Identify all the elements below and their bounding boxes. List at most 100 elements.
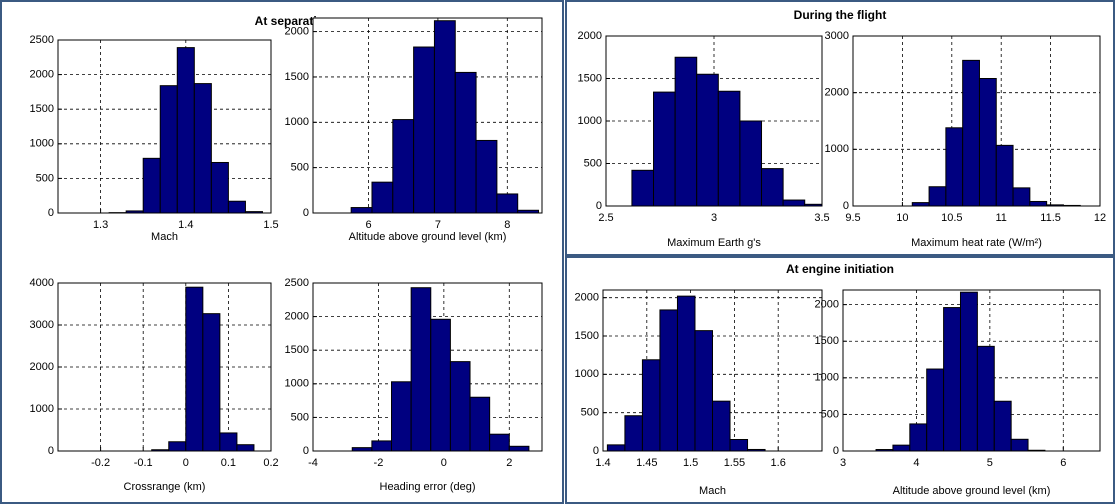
bar — [413, 46, 435, 214]
bar — [926, 368, 945, 452]
bar — [717, 90, 741, 207]
bar — [430, 318, 451, 452]
bar — [739, 120, 763, 207]
bar — [176, 47, 195, 214]
panel-title: At separation — [255, 14, 332, 28]
y-tick-label: 0 — [303, 207, 309, 219]
bar — [659, 309, 678, 452]
bar — [712, 400, 731, 452]
x-tick-label: 3 — [711, 212, 717, 224]
y-tick-label: 500 — [821, 408, 839, 420]
bar — [351, 447, 373, 452]
x-tick-label: 6 — [1060, 457, 1066, 469]
bar — [729, 439, 749, 452]
y-tick-label: 1000 — [30, 138, 54, 150]
y-tick-label: 1500 — [285, 71, 309, 83]
x-tick-label: 0 — [441, 457, 447, 469]
x-tick-label: 11.5 — [1040, 212, 1061, 224]
bar — [185, 286, 204, 452]
bar — [219, 432, 238, 452]
bar — [1010, 438, 1029, 452]
bar — [210, 161, 229, 214]
x-tick-label: 2.5 — [598, 212, 613, 224]
bar — [410, 287, 432, 452]
bar — [928, 186, 947, 207]
x-tick-label: 4 — [913, 457, 919, 469]
x-tick-label: 5 — [987, 457, 993, 469]
y-tick-label: 1000 — [815, 372, 839, 384]
bar — [350, 207, 373, 214]
y-tick-label: 1000 — [825, 143, 849, 155]
y-tick-label: 0 — [303, 445, 309, 457]
bar — [606, 444, 626, 452]
y-tick-label: 2000 — [285, 311, 309, 323]
x-tick-label: 1.4 — [595, 457, 610, 469]
y-tick-label: 0 — [843, 200, 849, 212]
y-tick-label: 2000 — [578, 30, 602, 42]
x-tick-label: 0.2 — [263, 457, 278, 469]
axes-frame — [842, 289, 1101, 452]
bar — [978, 78, 997, 207]
y-tick-label: 1000 — [30, 403, 54, 415]
bar — [911, 202, 930, 207]
axes-frame — [852, 35, 1101, 207]
bar — [959, 291, 978, 452]
x-tick-label: 8 — [504, 219, 510, 231]
y-tick-label: 2000 — [285, 26, 309, 38]
x-tick-label: 7 — [435, 219, 441, 231]
x-axis-label: Mach — [699, 485, 726, 497]
bar — [168, 441, 187, 452]
y-tick-label: 1500 — [285, 344, 309, 356]
x-tick-label: 2 — [506, 457, 512, 469]
bar — [469, 396, 491, 452]
bar — [761, 168, 784, 207]
x-tick-label: 3 — [840, 457, 846, 469]
bar — [909, 423, 928, 452]
x-axis-label: Altitude above ground level (km) — [349, 231, 507, 243]
y-tick-label: 1500 — [30, 103, 54, 115]
y-tick-label: 500 — [291, 162, 309, 174]
x-tick-label: 1.5 — [263, 219, 278, 231]
x-tick-label: -0.2 — [91, 457, 110, 469]
y-tick-label: 1000 — [285, 378, 309, 390]
x-tick-label: -2 — [374, 457, 384, 469]
x-axis-label: Maximum Earth g's — [667, 237, 761, 249]
axes-frame — [312, 17, 543, 214]
y-tick-label: 500 — [584, 157, 602, 169]
x-tick-label: 1.45 — [636, 457, 657, 469]
bar — [694, 330, 713, 452]
bar — [696, 73, 719, 207]
x-tick-label: 1.6 — [771, 457, 786, 469]
y-tick-label: 2000 — [815, 299, 839, 311]
y-tick-label: 3000 — [825, 30, 849, 42]
bar — [236, 444, 255, 452]
bar — [475, 139, 498, 214]
x-tick-label: 6 — [365, 219, 371, 231]
x-tick-label: -4 — [308, 457, 318, 469]
axes-frame — [605, 35, 823, 207]
y-tick-label: 1000 — [578, 115, 602, 127]
bar — [976, 345, 995, 452]
y-tick-label: 2000 — [30, 69, 54, 81]
x-tick-label: 12 — [1094, 212, 1106, 224]
y-tick-label: 500 — [291, 411, 309, 423]
panel-title: During the flight — [794, 8, 887, 22]
bar — [371, 181, 394, 214]
y-tick-label: 500 — [36, 172, 54, 184]
x-tick-label: 9.5 — [845, 212, 860, 224]
x-tick-label: 0 — [183, 457, 189, 469]
y-tick-label: 0 — [48, 207, 54, 219]
axes-frame — [57, 39, 272, 214]
y-tick-label: 0 — [833, 445, 839, 457]
bar — [993, 400, 1012, 452]
x-axis-label: Crossrange (km) — [124, 481, 206, 493]
x-tick-label: 11 — [995, 212, 1006, 224]
bar — [202, 313, 221, 452]
bar — [641, 359, 661, 452]
y-tick-label: 4000 — [30, 277, 54, 289]
x-tick-label: 0.1 — [221, 457, 236, 469]
bar — [674, 56, 698, 207]
panel-title: At engine initiation — [786, 262, 894, 276]
bar — [392, 119, 415, 214]
plot-area — [58, 283, 271, 451]
